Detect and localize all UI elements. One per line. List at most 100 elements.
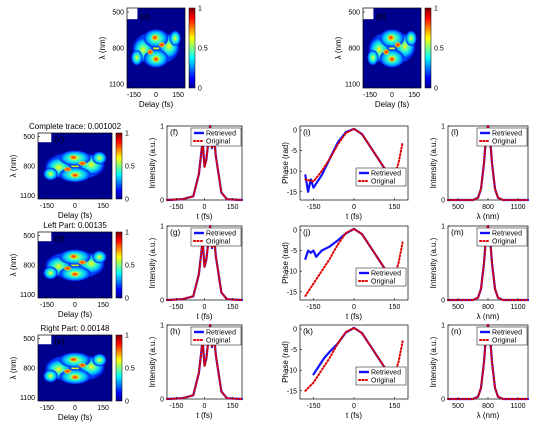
x-axis-label: Delay (fs) [139, 100, 174, 109]
y-tick-label: 800 [23, 164, 35, 171]
colorbar-tick-label: 1 [125, 131, 129, 138]
spectrogram-lobe [92, 250, 107, 264]
x-tick-label: 150 [97, 203, 109, 210]
y-tick-label: -10 [287, 269, 297, 276]
spectrogram-peak [158, 41, 166, 48]
y-tick-label: -10 [287, 169, 297, 176]
colorbar [188, 7, 196, 89]
panel-label: (d) [54, 233, 65, 243]
y-axis-label: Phase (rad) [281, 142, 290, 184]
plot-m: (m) 500 800 1100 0 1 λ (nm) Intensity (a.u.) Ret… [429, 224, 530, 321]
colorbar-tick-label: 0.5 [125, 164, 135, 171]
y-axis-label: λ (nm) [9, 253, 18, 276]
x-tick-label: 500 [452, 403, 464, 410]
spectrogram-peak [151, 34, 159, 41]
panel-label: (e) [54, 336, 65, 346]
legend-original-label: Original [371, 178, 396, 185]
x-tick-label: 0 [352, 304, 356, 311]
y-tick-label: 1100 [20, 193, 35, 200]
plot-frame [299, 125, 409, 201]
legend-original-label: Original [492, 138, 517, 145]
panel-label: (a) [140, 11, 151, 21]
y-axis-label: λ (nm) [98, 36, 107, 59]
panel-label: (j) [303, 227, 311, 237]
y-axis-label: Intensity (a.u.) [429, 336, 438, 387]
x-axis-label: Delay (fs) [375, 100, 410, 109]
x-axis-label: t (fs) [197, 312, 213, 321]
plot-i: (i) -150 0 150 0 -5 -10 -15 t (fs) Phase (rad) Ret… [281, 125, 409, 221]
colorbar-tick-label: 0 [434, 86, 438, 93]
colorbar-tick-label: 0 [198, 86, 202, 93]
x-tick-label: -150 [306, 403, 320, 410]
spectrogram-title: Complete trace: 0.001002 [29, 122, 122, 131]
x-axis-label: t (fs) [346, 312, 362, 321]
plot-k: (k) -150 0 150 0 -5 -10 -15 t (fs) Phase (rad) Ret… [281, 324, 409, 420]
colorbar-tick-label: 1 [125, 230, 129, 237]
spectrogram-peak [63, 368, 73, 374]
spectrogram-lobe [131, 49, 143, 66]
x-axis-label: λ (nm) [477, 212, 500, 221]
x-tick-label: 500 [452, 204, 464, 211]
y-tick-label: -5 [291, 347, 297, 354]
colorbar-tick-label: 1 [198, 6, 202, 13]
y-axis-label: λ (nm) [9, 154, 18, 177]
spectrogram-title: Right Part: 0.00148 [41, 324, 110, 333]
y-axis-label: Phase (rad) [281, 341, 290, 383]
y-axis-label: Intensity (a.u.) [148, 336, 157, 387]
x-tick-label: -150 [306, 304, 320, 311]
legend-retrieved-label: Retrieved [492, 230, 522, 237]
plot-g: (g) -150 0 150 0 1 t (fs) Intensity (a.u.) Retri… [148, 224, 244, 321]
x-tick-label: 800 [482, 403, 494, 410]
y-tick-label: -10 [287, 368, 297, 375]
x-axis-label: Delay (fs) [58, 413, 93, 422]
legend-retrieved-label: Retrieved [371, 170, 401, 177]
legend-retrieved-label: Retrieved [206, 329, 236, 336]
y-tick-label: 1 [160, 323, 164, 330]
x-tick-label: 150 [408, 92, 420, 99]
x-axis-label: Delay (fs) [58, 211, 93, 220]
y-tick-label: 0 [441, 298, 445, 305]
y-tick-label: 800 [23, 263, 35, 270]
y-tick-label: 1 [441, 323, 445, 330]
x-tick-label: 0 [73, 302, 77, 309]
y-axis-label: Intensity (a.u.) [148, 237, 157, 288]
x-tick-label: 0 [352, 403, 356, 410]
x-tick-label: 0 [73, 203, 77, 210]
legend-original-label: Original [206, 138, 231, 145]
y-tick-label: 1 [441, 124, 445, 131]
legend-retrieved-label: Retrieved [492, 130, 522, 137]
y-axis-label: Phase (rad) [281, 242, 290, 284]
x-tick-label: 1100 [510, 304, 525, 311]
colorbar [115, 231, 123, 299]
spectrogram-lobe [367, 49, 379, 66]
legend-original-label: Original [371, 278, 396, 285]
spectrogram-lobe [43, 266, 58, 280]
x-tick-label: -150 [40, 203, 54, 210]
spectrogram-peak [382, 48, 390, 56]
spectrogram-peak [69, 154, 78, 161]
x-tick-label: 150 [389, 204, 401, 211]
spectrogram-peak [77, 362, 87, 368]
y-tick-label: 500 [348, 10, 360, 17]
legend-original-label: Original [206, 337, 231, 344]
spectrogram-peak [69, 253, 78, 260]
x-tick-label: 0 [203, 204, 207, 211]
x-axis-label: Delay (fs) [58, 310, 93, 319]
colorbar-tick-label: 0.5 [434, 46, 444, 53]
legend-original-label: Original [206, 238, 231, 245]
legend-retrieved-label: Retrieved [371, 369, 401, 376]
series-original-line [447, 225, 529, 301]
y-tick-label: 800 [112, 46, 124, 53]
y-tick-label: 800 [348, 46, 360, 53]
plot-frame [299, 324, 409, 400]
colorbar-tick-label: 0.5 [125, 366, 135, 373]
x-axis-label: t (fs) [346, 212, 362, 221]
plot-l: (l) 500 800 1100 0 1 λ (nm) Intensity (a.u.) Ret… [429, 124, 530, 221]
y-tick-label: -15 [287, 289, 297, 296]
spectrogram-peak [146, 48, 154, 56]
